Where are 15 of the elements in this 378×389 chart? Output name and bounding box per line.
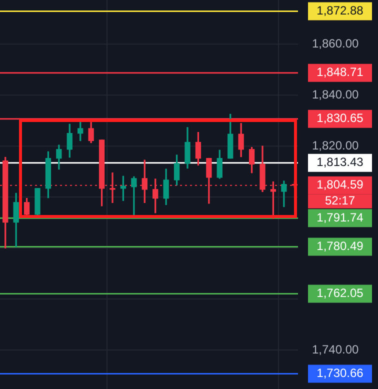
ref-line-label: 1,791.74 (316, 210, 364, 224)
y-tick-label: 1,860.00 (312, 36, 360, 50)
ref-line-label: 1,762.05 (316, 286, 364, 300)
ref-line-label: 1,872.88 (316, 4, 364, 18)
y-tick-label: 1,820.00 (312, 138, 360, 152)
ref-line-label: 1,780.49 (316, 239, 364, 254)
ref-line-label: 1,848.71 (316, 65, 364, 80)
y-tick-label: 1,840.00 (312, 87, 360, 102)
ref-line-label: 1,804.59 (316, 178, 364, 192)
text: 52:17 (324, 194, 356, 208)
ref-line-label: 1,813.43 (316, 155, 364, 170)
candlestick (131, 176, 137, 216)
y-tick-label: 1,740.00 (312, 342, 360, 356)
ref-line-label: 1,730.66 (316, 366, 364, 380)
ref-line-label: 1,830.65 (316, 111, 364, 126)
